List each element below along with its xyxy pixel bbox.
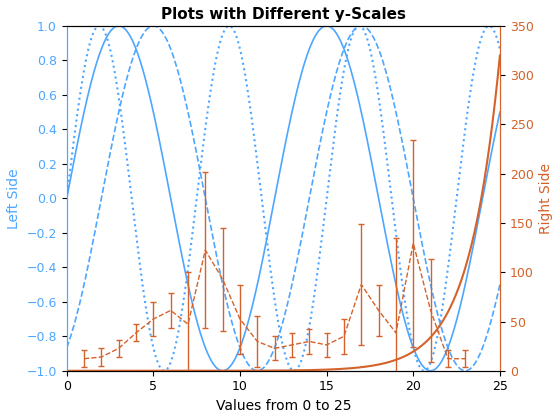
- Y-axis label: Right Side: Right Side: [539, 163, 553, 234]
- Title: Plots with Different y-Scales: Plots with Different y-Scales: [161, 7, 406, 22]
- X-axis label: Values from 0 to 25: Values from 0 to 25: [216, 399, 351, 413]
- Y-axis label: Left Side: Left Side: [7, 168, 21, 228]
